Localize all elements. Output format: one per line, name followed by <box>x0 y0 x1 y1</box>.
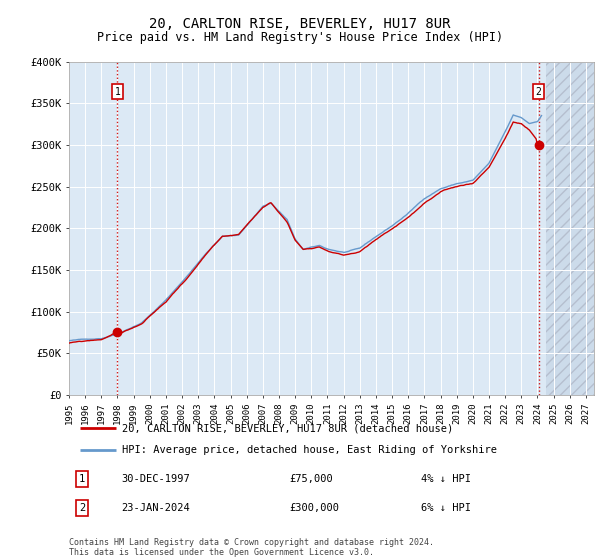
Text: £300,000: £300,000 <box>290 503 340 514</box>
Bar <box>545 62 594 395</box>
Text: Price paid vs. HM Land Registry's House Price Index (HPI): Price paid vs. HM Land Registry's House … <box>97 31 503 44</box>
Text: 20, CARLTON RISE, BEVERLEY, HU17 8UR (detached house): 20, CARLTON RISE, BEVERLEY, HU17 8UR (de… <box>121 423 453 433</box>
Text: 30-DEC-1997: 30-DEC-1997 <box>121 474 190 484</box>
Text: 23-JAN-2024: 23-JAN-2024 <box>121 503 190 514</box>
Text: 6% ↓ HPI: 6% ↓ HPI <box>421 503 471 514</box>
Text: HPI: Average price, detached house, East Riding of Yorkshire: HPI: Average price, detached house, East… <box>121 445 497 455</box>
Text: £75,000: £75,000 <box>290 474 333 484</box>
Text: Contains HM Land Registry data © Crown copyright and database right 2024.
This d: Contains HM Land Registry data © Crown c… <box>69 538 434 557</box>
Text: 2: 2 <box>536 87 542 96</box>
Text: 20, CARLTON RISE, BEVERLEY, HU17 8UR: 20, CARLTON RISE, BEVERLEY, HU17 8UR <box>149 17 451 31</box>
Text: 2: 2 <box>79 503 85 514</box>
Text: 1: 1 <box>115 87 120 96</box>
Text: 4% ↓ HPI: 4% ↓ HPI <box>421 474 471 484</box>
Text: 1: 1 <box>79 474 85 484</box>
